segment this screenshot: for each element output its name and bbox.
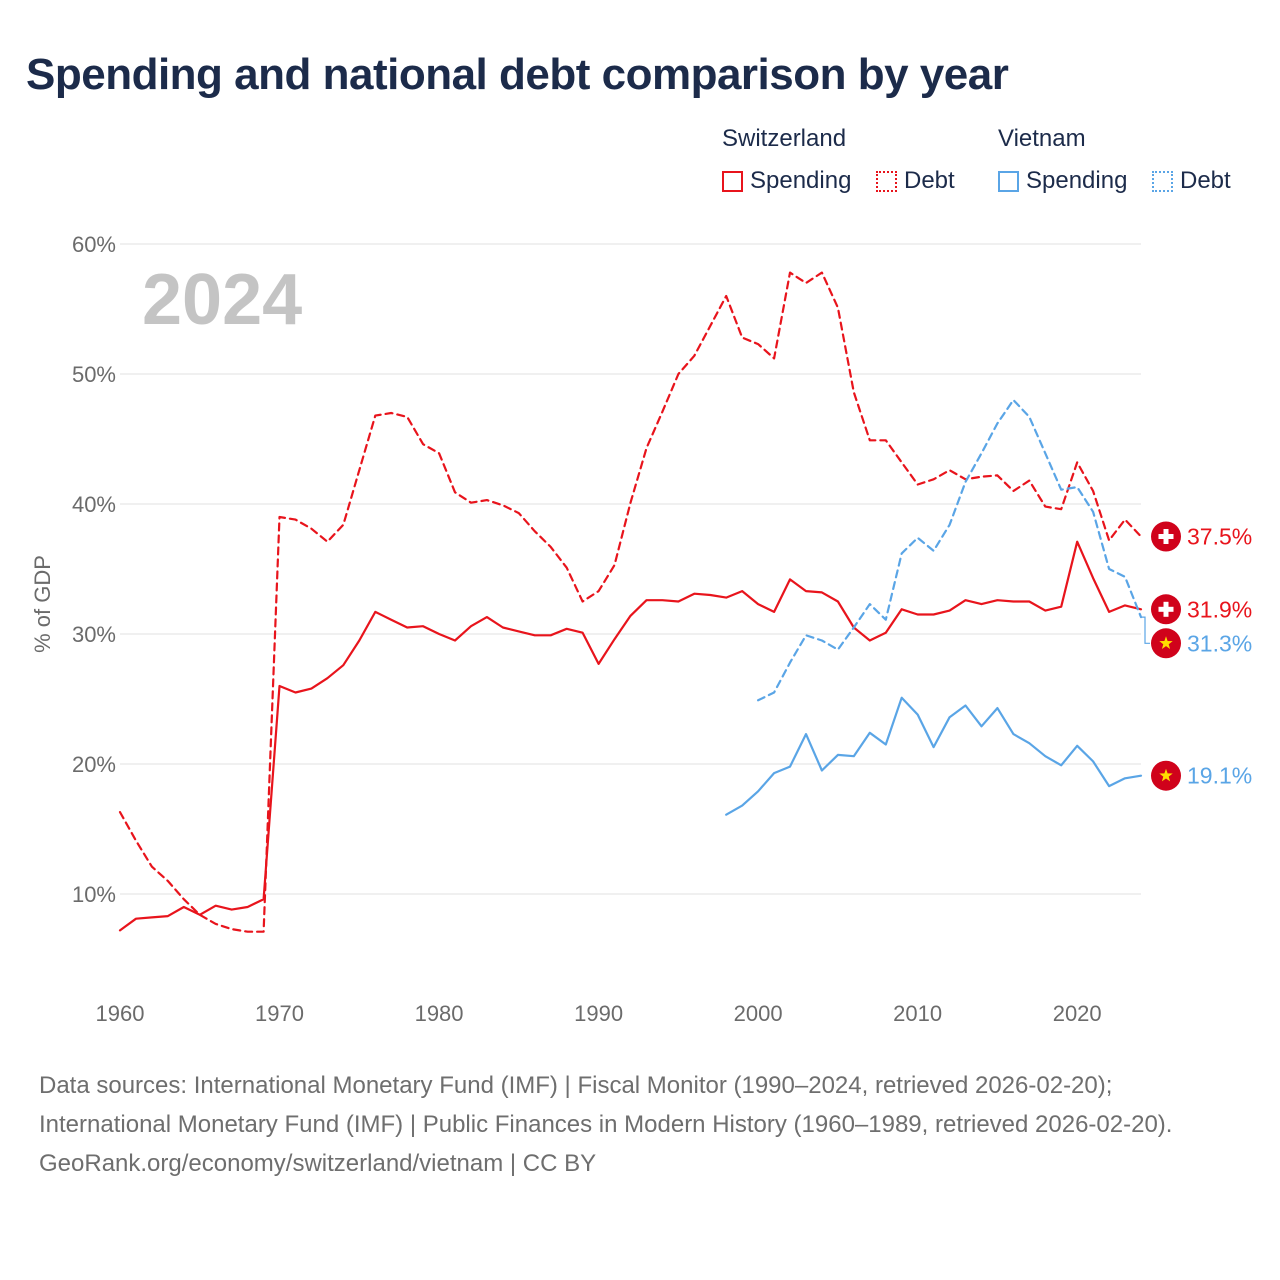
series-line-vietnam-debt[interactable] — [756, 398, 1143, 702]
x-tick-label: 1980 — [415, 1001, 464, 1026]
legend-item-label: Spending — [750, 167, 852, 194]
credit-link[interactable]: GeoRank.org/economy/switzerland/vietnam … — [39, 1150, 597, 1177]
x-tick-label: 1960 — [96, 1001, 145, 1026]
switzerland-flag-icon — [1151, 594, 1181, 625]
data-sources-note: Data sources: International Monetary Fun… — [39, 1072, 1173, 1138]
y-axis-ticks: 10% 20% 30% 40% 50% 60% — [72, 232, 116, 907]
legend-group-name: Switzerland — [722, 125, 847, 152]
legend-group-name: Vietnam — [998, 125, 1086, 152]
cross-horizontal — [1158, 534, 1174, 539]
y-tick-label: 20% — [72, 752, 116, 777]
end-value-label: 31.3% — [1187, 630, 1252, 656]
legend-swatch-solid — [998, 170, 1019, 192]
y-tick-label: 30% — [72, 622, 116, 647]
switzerland-flag-icon — [1151, 521, 1181, 552]
legend-item-label: Debt — [1180, 167, 1231, 194]
y-tick-label: 40% — [72, 492, 116, 517]
x-axis-ticks: 1960 1970 1980 1990 2000 2010 2020 — [96, 1001, 1102, 1026]
vietnam-flag-icon — [1151, 760, 1181, 791]
flag-star — [1159, 636, 1173, 649]
x-tick-label: 2000 — [734, 1001, 783, 1026]
legend-item-label: Spending — [1026, 167, 1128, 194]
x-tick-label: 2020 — [1053, 1001, 1102, 1026]
legend-item-vietnam-debt[interactable]: Debt — [1152, 167, 1231, 195]
legend-group-vietnam: Vietnam Spending Debt — [998, 125, 1258, 205]
year-label: 2024 — [142, 260, 302, 340]
legend-swatch-solid — [722, 170, 743, 192]
y-tick-label: 60% — [72, 232, 116, 257]
legend-item-switzerland-spending[interactable]: Spending — [722, 167, 851, 195]
y-axis-label: % of GDP — [30, 555, 55, 653]
series-line-switzerland-debt[interactable] — [118, 271, 1143, 933]
flag-star — [1159, 768, 1173, 782]
footer: Data sources: International Monetary Fun… — [39, 1066, 1239, 1183]
end-value-label: 37.5% — [1187, 524, 1252, 550]
x-tick-label: 1990 — [574, 1001, 623, 1026]
legend-item-label: Debt — [904, 167, 955, 194]
legend-swatch-dotted — [876, 170, 897, 192]
y-tick-label: 50% — [72, 362, 116, 387]
end-markers: 37.5% 31.9% 31.3% 19.1% — [1141, 521, 1252, 791]
line-chart: 10% 20% 30% 40% 50% 60% 1960 1970 1980 1990 2000 2… — [30, 232, 1252, 1026]
legend-swatch-dotted — [1152, 170, 1173, 192]
series-line-vietnam-spending[interactable] — [725, 696, 1143, 816]
legend-item-switzerland-debt[interactable]: Debt — [876, 167, 955, 195]
end-value-label: 19.1% — [1187, 763, 1252, 789]
x-tick-label: 2010 — [893, 1001, 942, 1026]
legend-item-vietnam-spending[interactable]: Spending — [998, 167, 1127, 195]
vietnam-flag-icon — [1151, 628, 1181, 659]
chart-title: Spending and national debt comparison by… — [26, 50, 1009, 99]
series-lines — [118, 271, 1143, 933]
legend-group-switzerland: Switzerland Spending Debt — [722, 125, 982, 205]
end-value-label: 31.9% — [1187, 596, 1252, 622]
grid-lines — [120, 243, 1141, 895]
end-connector — [1141, 616, 1150, 644]
series-line-switzerland-spending[interactable] — [118, 540, 1143, 932]
y-tick-label: 10% — [72, 882, 116, 907]
x-tick-label: 1970 — [255, 1001, 304, 1026]
cross-horizontal — [1158, 606, 1174, 612]
